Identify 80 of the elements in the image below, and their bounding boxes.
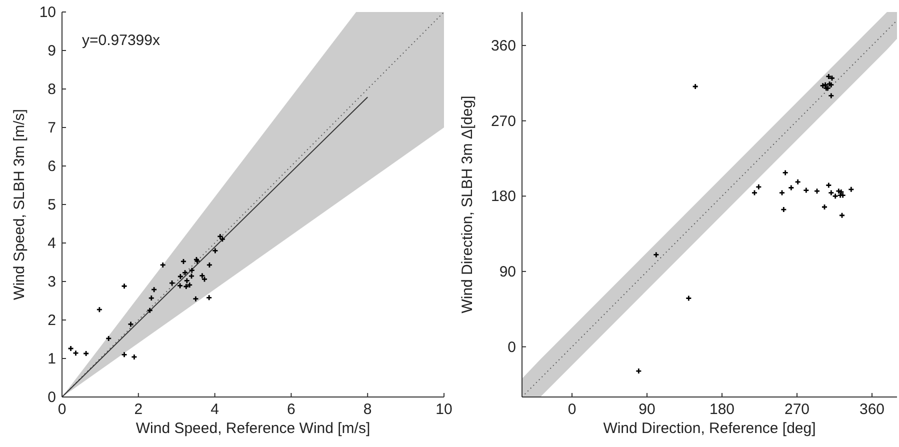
point: [96, 306, 103, 313]
x-tick-label: 360: [859, 401, 885, 418]
point: [148, 294, 155, 302]
point: [212, 248, 218, 254]
point: [751, 190, 758, 196]
point: [206, 294, 212, 301]
x-tick-label: 10: [436, 401, 452, 418]
point: [802, 187, 810, 194]
y-tick-label: 3: [48, 274, 56, 290]
y-tick-label: 180: [490, 188, 516, 206]
x-tick-label: 4: [210, 401, 219, 418]
point: [814, 188, 820, 194]
point: [825, 73, 832, 80]
x-tick-label: 8: [363, 401, 372, 418]
point: [822, 84, 830, 92]
point: [160, 262, 166, 268]
point: [150, 286, 158, 293]
point: [82, 350, 90, 357]
y-tick-label: 9: [48, 42, 56, 60]
y-tick-label: 6: [48, 158, 56, 175]
point: [168, 280, 176, 286]
x-axis-title: Wind Direction, Reference [deg]: [603, 420, 816, 437]
point: [182, 283, 190, 290]
y-tick-label: 7: [48, 120, 56, 136]
point: [186, 282, 193, 288]
point: [180, 258, 187, 265]
y-tick-label: 10: [39, 4, 56, 21]
point: [216, 233, 224, 240]
point: [219, 236, 226, 242]
y-tick-label: 90: [499, 263, 516, 280]
point: [848, 186, 854, 193]
point: [821, 204, 828, 210]
point: [121, 351, 128, 358]
point: [105, 335, 112, 342]
point: [692, 83, 699, 90]
y-tick-label: 5: [48, 196, 56, 214]
point: [188, 267, 196, 274]
point: [128, 321, 134, 328]
point: [828, 74, 836, 82]
point: [825, 182, 832, 188]
point: [794, 178, 802, 186]
point: [838, 212, 846, 219]
annotation: y=0.97399x: [82, 32, 160, 49]
x-tick-label: 2: [134, 401, 143, 418]
point: [201, 276, 208, 282]
point: [176, 282, 184, 289]
point: [755, 184, 762, 190]
point: [198, 272, 206, 279]
point: [188, 272, 195, 280]
point: [780, 206, 787, 213]
point: [635, 368, 642, 374]
point: [131, 354, 138, 360]
y-tick-label: 0: [508, 338, 516, 356]
point: [121, 282, 128, 290]
point: [782, 169, 789, 176]
point: [685, 295, 692, 302]
x-tick-label: 90: [638, 401, 656, 418]
y-tick-label: 8: [48, 81, 56, 98]
x-tick-label: 180: [709, 401, 735, 418]
x-tick-label: 6: [287, 401, 296, 418]
y-tick-label: 270: [490, 112, 516, 130]
x-axis-title: Wind Speed, Reference Wind [m/s]: [136, 420, 370, 437]
point: [206, 262, 213, 268]
y-axis-title: Wind Speed, SLBH 3m [m/s]: [11, 109, 28, 300]
point: [828, 92, 834, 99]
point: [177, 273, 184, 280]
y-tick-label: 1: [48, 350, 56, 368]
x-tick-label: 270: [784, 401, 810, 418]
point: [778, 190, 786, 196]
point: [652, 252, 660, 258]
point: [192, 296, 199, 302]
point: [788, 184, 794, 191]
point: [182, 269, 188, 276]
y-tick-label: 360: [490, 37, 516, 54]
point: [146, 307, 154, 314]
y-axis-title: Wind Direction, SLBH 3m Δ[deg]: [459, 96, 476, 314]
y-tick-label: 2: [48, 312, 56, 329]
x-tick-label: 0: [568, 401, 576, 418]
y-tick-label: 0: [48, 389, 56, 406]
y-tick-label: 4: [48, 235, 56, 252]
